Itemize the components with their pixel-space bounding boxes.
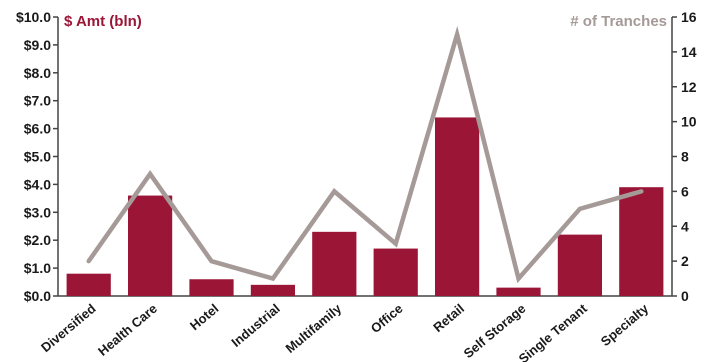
- bar-specialty: [619, 187, 663, 296]
- right-tick-label: 0: [681, 288, 689, 304]
- bar-industrial: [251, 285, 295, 296]
- left-tick-label: $8.0: [24, 65, 51, 81]
- bar-single-tenant: [558, 235, 602, 296]
- right-tick-label: 16: [681, 9, 697, 25]
- left-tick-label: $9.0: [24, 37, 51, 53]
- category-label: Specialty: [598, 300, 652, 349]
- left-tick-label: $7.0: [24, 93, 51, 109]
- category-label: Multifamily: [283, 300, 345, 356]
- bar-hotel: [189, 279, 233, 296]
- left-tick-label: $0.0: [24, 288, 51, 304]
- bar-multifamily: [312, 232, 356, 296]
- right-tick-label: 10: [681, 114, 697, 130]
- bar-retail: [435, 117, 479, 296]
- left-tick-label: $1.0: [24, 260, 51, 276]
- category-label: Hotel: [187, 301, 222, 333]
- left-tick-label: $2.0: [24, 232, 51, 248]
- left-tick-label: $4.0: [24, 176, 51, 192]
- bar-office: [374, 249, 418, 296]
- right-tick-label: 6: [681, 183, 689, 199]
- category-label: Industrial: [228, 301, 282, 350]
- category-label: Office: [368, 301, 406, 336]
- right-tick-label: 12: [681, 79, 697, 95]
- y-axis-left-label: $ Amt (bln): [64, 13, 142, 30]
- right-tick-label: 2: [681, 253, 689, 269]
- bar-health-care: [128, 196, 172, 296]
- left-tick-label: $5.0: [24, 149, 51, 165]
- right-tick-label: 4: [681, 218, 689, 234]
- category-label: Single Tenant: [516, 300, 591, 362]
- category-label: Health Care: [95, 301, 160, 359]
- left-tick-label: $3.0: [24, 204, 51, 220]
- left-tick-label: $6.0: [24, 121, 51, 137]
- y-axis-right-label: # of Tranches: [570, 13, 667, 30]
- left-tick-label: $10.0: [16, 9, 51, 25]
- bar-self-storage: [496, 288, 540, 296]
- right-tick-label: 14: [681, 44, 697, 60]
- category-label: Retail: [430, 301, 467, 335]
- category-label: Diversified: [38, 301, 99, 355]
- right-tick-label: 8: [681, 149, 689, 165]
- bar-diversified: [67, 274, 111, 296]
